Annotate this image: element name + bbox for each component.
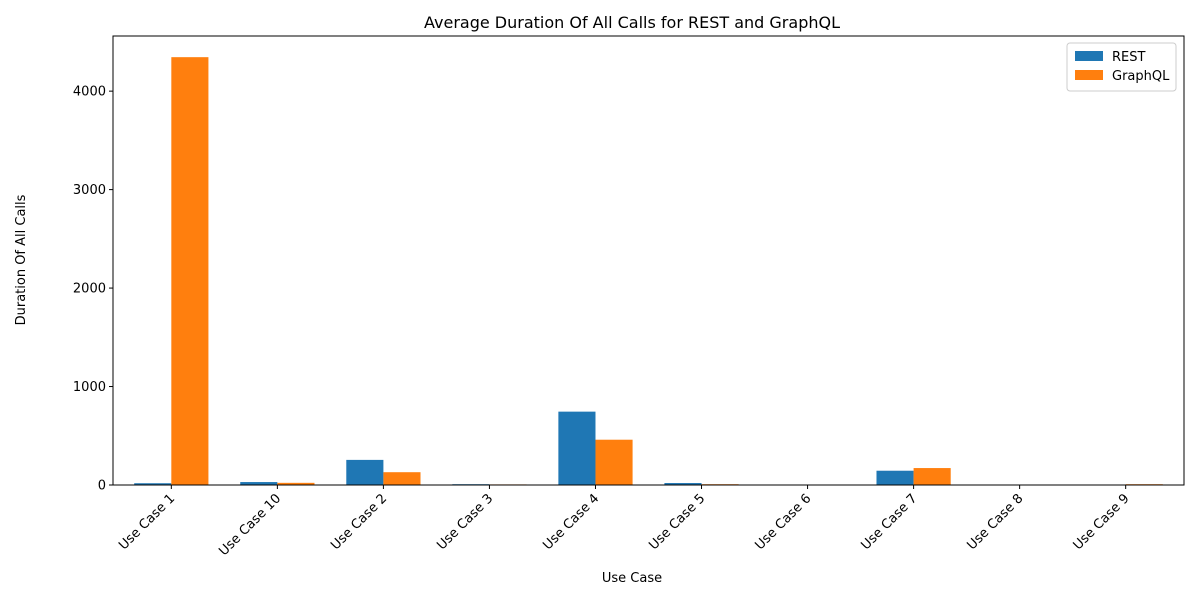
x-tick-label: Use Case 6: [752, 491, 814, 553]
bar-rest-1: [134, 483, 172, 485]
x-tick-label: Use Case 8: [964, 491, 1026, 553]
bar-rest-3: [346, 459, 384, 485]
legend-label-rest: REST: [1112, 50, 1145, 65]
bar-rest-5: [558, 411, 596, 485]
x-tick-label: Use Case 5: [646, 491, 708, 553]
bar-graphql-1: [171, 57, 209, 486]
y-tick-label: 3000: [73, 183, 106, 198]
y-tick-label: 4000: [73, 85, 106, 100]
x-tick-label: Use Case 3: [434, 491, 496, 553]
bar-graphql-5: [595, 439, 633, 485]
x-tick-label: Use Case 9: [1071, 491, 1133, 553]
chart-title: Average Duration Of All Calls for REST a…: [424, 13, 840, 32]
bars-layer: [134, 57, 1163, 486]
y-axis-label: Duration Of All Calls: [14, 194, 29, 325]
x-axis-label: Use Case: [602, 571, 662, 586]
bar-rest-6: [664, 483, 702, 485]
y-axis: 0 1000 2000 3000 4000: [73, 85, 113, 494]
y-tick-label: 1000: [73, 380, 106, 395]
legend: REST GraphQL: [1066, 42, 1177, 92]
legend-swatch-rest: [1075, 51, 1103, 61]
x-tick-label: Use Case 1: [116, 491, 178, 553]
x-tick-label: Use Case 10: [216, 491, 284, 559]
y-tick-label: 0: [98, 479, 106, 494]
x-tick-label: Use Case 4: [540, 491, 602, 553]
legend-swatch-graphql: [1075, 70, 1103, 80]
x-tick-label: Use Case 7: [858, 491, 920, 553]
bar-graphql-8: [913, 468, 951, 485]
y-tick-label: 2000: [73, 282, 106, 297]
x-axis: Use Case 1 Use Case 10 Use Case 2 Use Case …: [116, 485, 1133, 559]
bar-rest-8: [876, 470, 914, 485]
bar-rest-2: [240, 482, 278, 485]
bar-graphql-2: [277, 482, 315, 485]
plot-frame: [112, 35, 1185, 486]
x-tick-label: Use Case 2: [328, 491, 390, 553]
legend-label-graphql: GraphQL: [1112, 69, 1170, 84]
bar-graphql-3: [383, 472, 421, 485]
